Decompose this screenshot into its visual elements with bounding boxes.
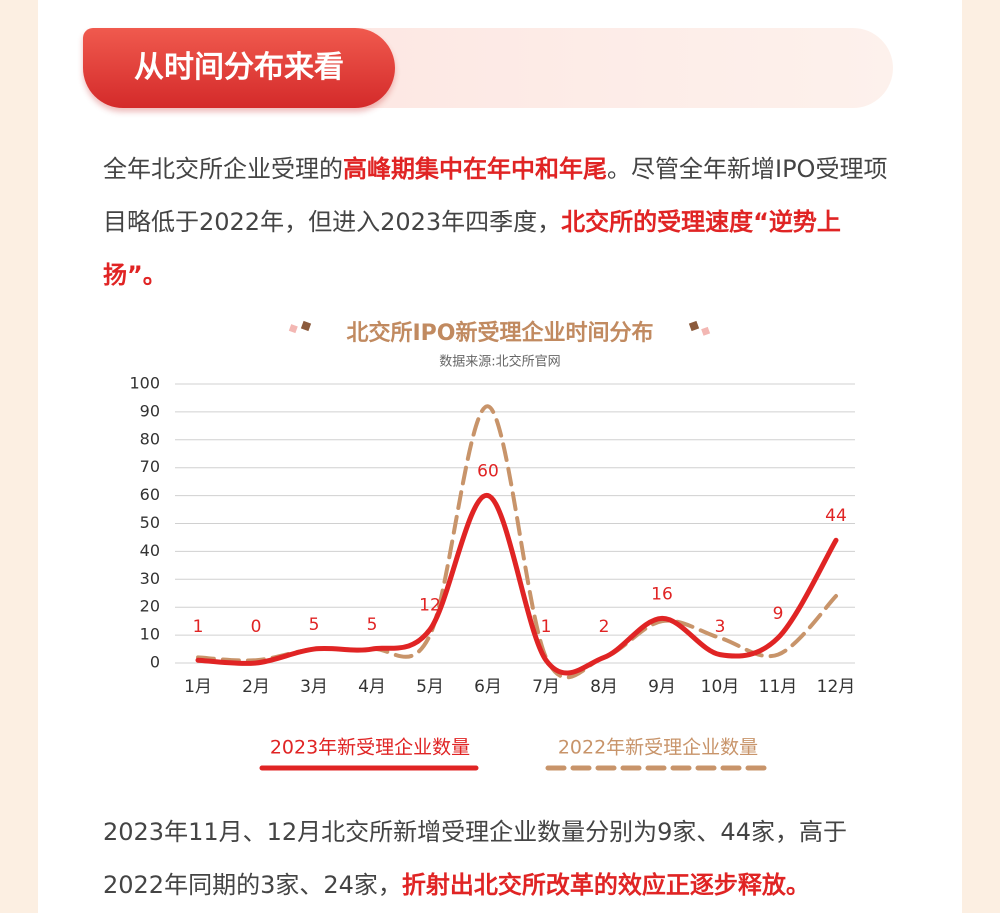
- data-label: 1: [541, 617, 552, 637]
- paragraph: 2023年11月、12月北交所新增受理企业数量分别为9家、44家，高于2022年…: [103, 806, 898, 912]
- data-label: 12: [419, 596, 441, 616]
- y-tick-label: 100: [129, 374, 160, 393]
- data-label: 5: [309, 615, 320, 635]
- data-label: 3: [715, 617, 726, 637]
- legend-label: 2022年新受理企业数量: [558, 737, 758, 759]
- emphasis-text: 高峰期集中在年中和年尾: [343, 155, 607, 183]
- x-tick-label: 2月: [242, 677, 270, 697]
- y-tick-label: 40: [140, 541, 160, 560]
- decor: [288, 324, 298, 334]
- y-tick-label: 50: [140, 513, 160, 532]
- content-panel: [38, 0, 962, 913]
- y-tick-label: 30: [140, 569, 160, 588]
- series-line: [196, 404, 838, 680]
- chart-subtitle: 数据来源:北交所官网: [439, 354, 560, 370]
- data-label: 0: [251, 617, 262, 637]
- chart-title: 北交所IPO新受理企业时间分布: [346, 320, 653, 346]
- x-tick-label: 6月: [474, 677, 502, 697]
- section-header: 从时间分布来看: [83, 28, 395, 108]
- text: 2023年11月、12月北交所新增受理企业数量分别为9家、44家，高于2022年…: [103, 818, 847, 899]
- x-tick-label: 9月: [648, 677, 676, 697]
- x-tick-label: 5月: [416, 677, 444, 697]
- x-tick-label: 12月: [817, 677, 856, 697]
- y-tick-label: 70: [140, 457, 160, 476]
- data-label: 9: [773, 604, 784, 624]
- decor: [701, 326, 711, 336]
- y-tick-label: 0: [150, 653, 160, 672]
- y-tick-label: 60: [140, 485, 160, 504]
- y-tick-label: 90: [140, 401, 160, 420]
- x-tick-label: 1月: [184, 677, 212, 697]
- y-tick-label: 10: [140, 625, 160, 644]
- x-tick-label: 10月: [701, 677, 740, 697]
- decor: [688, 320, 700, 332]
- x-tick-label: 11月: [759, 677, 798, 697]
- decor: [300, 320, 312, 332]
- data-label: 60: [477, 462, 499, 482]
- paragraph: 全年北交所企业受理的高峰期集中在年中和年尾。尽管全年新增IPO受理项目略低于20…: [103, 143, 898, 302]
- legend-label: 2023年新受理企业数量: [270, 737, 470, 759]
- data-label: 16: [651, 584, 673, 604]
- x-tick-label: 4月: [358, 677, 386, 697]
- data-label: 5: [367, 615, 378, 635]
- emphasis-text: 北交所的受理速度“逆势上扬”。: [103, 208, 841, 289]
- text: 全年北交所企业受理的: [103, 155, 343, 183]
- x-tick-label: 7月: [532, 677, 560, 697]
- data-label: 2: [599, 617, 610, 637]
- text: 。尽管全年新增IPO受理项目略低于2022年，但进入2023年四季度，: [103, 155, 888, 236]
- x-tick-label: 8月: [590, 677, 618, 697]
- data-label: 1: [193, 617, 204, 637]
- series-line: [195, 493, 839, 676]
- data-label: 44: [825, 506, 847, 526]
- x-tick-label: 3月: [300, 677, 328, 697]
- y-tick-label: 80: [140, 429, 160, 448]
- y-tick-label: 20: [140, 597, 160, 616]
- emphasis-text: 折射出北交所改革的效应正逐步释放。: [401, 871, 810, 899]
